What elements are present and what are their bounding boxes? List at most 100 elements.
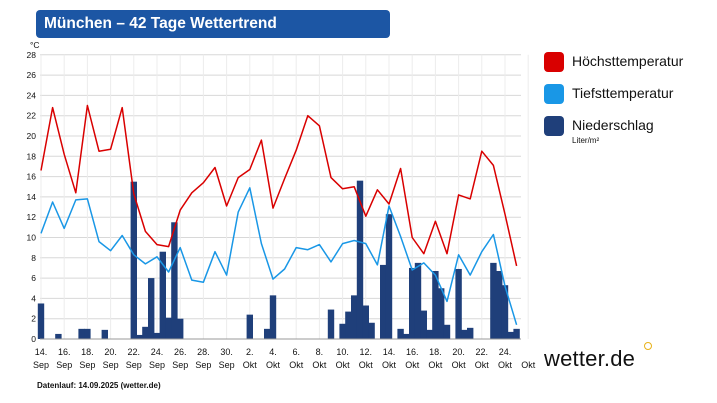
x-tick-day: 22. <box>476 347 489 357</box>
footer-data-run: Datenlauf: 14.09.2025 (wetter.de) <box>37 381 161 390</box>
precip-bar <box>385 214 393 339</box>
precip-bar <box>327 309 335 339</box>
legend-label-precip: Niederschlag <box>572 117 654 133</box>
y-tick-label: 22 <box>27 111 37 121</box>
y-tick-label: 2 <box>31 314 36 324</box>
chart-title: München – 42 Tage Wettertrend <box>36 10 390 38</box>
y-tick-label: 8 <box>31 253 36 263</box>
precip-bar <box>438 288 445 339</box>
precip-bar <box>339 323 346 339</box>
precip-bar <box>356 180 364 339</box>
x-tick-month: Sep <box>103 360 119 370</box>
x-tick-month: Okt <box>359 360 374 370</box>
x-tick-month: Okt <box>521 360 536 370</box>
x-tick-month: Sep <box>219 360 235 370</box>
x-tick-day: 16. <box>58 347 71 357</box>
x-tick-day: 20. <box>104 347 117 357</box>
legend-swatch-precip <box>544 116 564 136</box>
min-temp-line <box>40 187 518 326</box>
y-tick-label: 4 <box>31 293 36 303</box>
precip-bar <box>467 327 474 339</box>
x-tick-day: 18. <box>81 347 94 357</box>
precip-bar <box>246 314 253 339</box>
precip-bar <box>409 267 416 339</box>
legend-swatch-min <box>544 84 564 104</box>
precip-bar <box>403 333 410 339</box>
precip-bar <box>414 262 422 339</box>
x-tick-month: Sep <box>149 360 165 370</box>
x-tick-day: 4. <box>269 347 277 357</box>
y-axis-unit: °C <box>30 40 40 50</box>
brand-dot-icon <box>644 342 652 350</box>
x-tick-month: Okt <box>243 360 258 370</box>
precip-bar <box>130 181 137 339</box>
precip-bar <box>496 270 503 339</box>
brand-logo: wetter.de <box>544 346 636 371</box>
x-tick-month: Okt <box>336 360 351 370</box>
x-tick-day: 8. <box>316 347 324 357</box>
x-tick-day: 24. <box>499 347 512 357</box>
precip-bar <box>455 268 462 339</box>
x-tick-day: 14. <box>383 347 396 357</box>
x-tick-day: 6. <box>292 347 300 357</box>
precip-bar <box>362 305 369 339</box>
precip-bar <box>165 317 172 339</box>
y-tick-label: 12 <box>27 212 37 222</box>
precip-bar <box>78 328 85 339</box>
x-tick-day: 2. <box>246 347 254 357</box>
x-tick-month: Okt <box>475 360 490 370</box>
x-tick-month: Sep <box>195 360 211 370</box>
y-tick-label: 6 <box>31 273 36 283</box>
precip-bar <box>351 295 358 339</box>
x-tick-month: Sep <box>172 360 188 370</box>
x-tick-month: Okt <box>266 360 281 370</box>
x-tick-month: Okt <box>405 360 420 370</box>
y-tick-label: 18 <box>27 151 37 161</box>
y-tick-label: 24 <box>27 90 37 100</box>
x-tick-day: 16. <box>406 347 419 357</box>
precip-bar <box>426 329 433 339</box>
precip-bar <box>443 324 451 339</box>
x-tick-month: Sep <box>56 360 72 370</box>
precip-bar <box>177 318 184 339</box>
legend-label-max: Höchsttemperatur <box>572 53 684 69</box>
y-tick-label: 0 <box>31 334 36 344</box>
x-tick-day: 30. <box>220 347 233 357</box>
x-tick-day: 12. <box>360 347 373 357</box>
x-tick-day: 10. <box>336 347 349 357</box>
y-tick-label: 16 <box>27 172 37 182</box>
precip-bar <box>432 270 439 339</box>
precip-bar <box>501 285 509 339</box>
x-tick-month: Okt <box>498 360 513 370</box>
precip-bar <box>513 328 520 339</box>
precip-bar <box>264 328 271 339</box>
x-tick-day: 20. <box>452 347 465 357</box>
precip-bar <box>397 328 404 339</box>
precip-bar <box>490 262 497 339</box>
precip-bar <box>368 322 375 339</box>
x-tick-month: Okt <box>382 360 397 370</box>
y-tick-label: 28 <box>27 50 37 60</box>
precip-bar <box>420 310 427 339</box>
x-tick-day: 24. <box>151 347 164 357</box>
x-tick-month: Sep <box>126 360 142 370</box>
x-tick-day: 28. <box>197 347 210 357</box>
y-tick-label: 20 <box>27 131 37 141</box>
x-tick-day: 22. <box>128 347 141 357</box>
legend-swatch-max <box>544 52 564 72</box>
max-temp-line <box>40 104 518 267</box>
precip-bar <box>84 328 91 339</box>
x-tick-day: 14. <box>35 347 48 357</box>
precip-bar <box>171 222 178 339</box>
precip-bar <box>345 311 352 339</box>
y-tick-label: 26 <box>27 70 37 80</box>
x-tick-month: Sep <box>33 360 49 370</box>
x-tick-month: Okt <box>452 360 467 370</box>
x-tick-month: Okt <box>312 360 327 370</box>
x-tick-day: 26. <box>174 347 187 357</box>
precip-bar <box>55 333 62 339</box>
legend-label-min: Tiefsttemperatur <box>572 85 674 101</box>
precip-bar <box>461 329 468 339</box>
precip-bar <box>37 303 45 339</box>
